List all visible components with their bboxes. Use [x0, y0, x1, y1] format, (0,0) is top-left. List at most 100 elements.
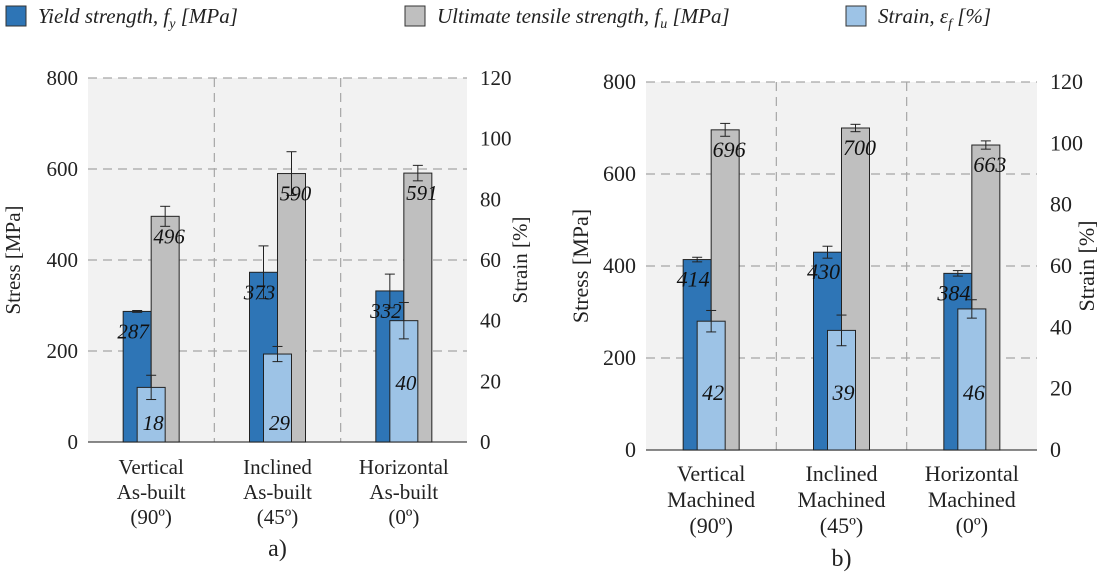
y2-tick-label: 0 — [1050, 437, 1061, 462]
uts-data-label: 696 — [713, 137, 746, 162]
yield-data-label: 384 — [936, 280, 970, 305]
legend-item-0: Yield strength, fy [MPa] — [5, 4, 238, 32]
error-bar — [822, 245, 833, 259]
y-axis-label: Stress [MPa] — [568, 209, 593, 323]
legend-item-1: Ultimate tensile strength, fu [MPa] — [404, 4, 730, 32]
strain-data-label: 46 — [963, 380, 985, 405]
category-label-line: (0º) — [956, 513, 988, 538]
y2-tick-label: 40 — [1050, 314, 1072, 339]
category-label-line: Horizontal — [359, 455, 449, 479]
y-tick-label: 400 — [47, 248, 79, 272]
category-label-line: Vertical — [119, 455, 184, 479]
error-bar — [160, 205, 171, 227]
category-label-line: Machined — [798, 487, 886, 512]
category-label-line: Horizontal — [925, 461, 1019, 486]
y-tick-label: 200 — [603, 345, 636, 370]
strain-bar — [263, 353, 292, 443]
category-label-line: (90º) — [130, 505, 172, 529]
y-tick-label: 600 — [47, 157, 79, 181]
strain-data-label: 29 — [269, 411, 291, 435]
legend-label: Ultimate tensile strength, fu [MPa] — [437, 4, 730, 32]
category-label-line: As-built — [117, 480, 186, 504]
y-tick-label: 0 — [625, 437, 636, 462]
yield-data-label: 332 — [369, 299, 402, 323]
y-tick-label: 200 — [47, 339, 79, 363]
error-bar — [720, 122, 731, 137]
legend: Yield strength, fy [MPa] Ultimate tensile… — [5, 4, 991, 32]
strain-bar — [957, 308, 987, 451]
uts-data-label: 663 — [973, 152, 1006, 177]
y2-axis-label: Strain [%] — [1074, 220, 1099, 311]
category-label-line: (0º) — [388, 505, 419, 529]
error-bar — [272, 345, 283, 363]
strain-data-label: 40 — [395, 371, 417, 395]
error-bar — [398, 301, 409, 340]
y2-axis-label: Strain [%] — [508, 217, 532, 304]
uts-data-label: 591 — [406, 181, 438, 205]
category-label-line: Inclined — [805, 461, 877, 486]
error-bar — [146, 374, 157, 401]
legend-item-2: Strain, εf [%] — [845, 4, 991, 32]
y2-tick-label: 40 — [480, 309, 501, 333]
chart-b: 0 200 400 600 800 0 20 40 60 80 100 120 Stress [MPa]… — [568, 69, 1099, 572]
error-bar — [412, 164, 423, 182]
error-bar — [692, 256, 703, 263]
y-tick-label: 800 — [47, 66, 79, 90]
chart-a: 0 200 400 600 800 0 20 40 60 80 100 120 Stress [MPa]… — [1, 66, 532, 562]
y2-tick-label: 20 — [1050, 376, 1072, 401]
error-bar — [980, 140, 991, 150]
y-tick-label: 0 — [68, 430, 79, 454]
category-label-line: Vertical — [677, 461, 745, 486]
y2-tick-label: 80 — [480, 187, 501, 211]
strain-bar — [696, 320, 726, 451]
yield-data-label: 373 — [243, 280, 276, 304]
y-tick-label: 800 — [603, 69, 636, 94]
strain-data-label: 18 — [143, 411, 165, 435]
category-label-line: (45º) — [257, 505, 299, 529]
y2-tick-label: 100 — [480, 127, 512, 151]
category-label-line: Machined — [928, 487, 1016, 512]
category-label-line: As-built — [243, 480, 312, 504]
yield-data-label: 414 — [677, 267, 710, 292]
error-bar — [286, 151, 297, 196]
legend-swatch — [5, 5, 27, 27]
error-bar — [706, 309, 717, 333]
legend-swatch — [845, 5, 867, 27]
uts-data-label: 496 — [153, 224, 185, 248]
category-label-line: (90º) — [689, 513, 732, 538]
strain-data-label: 42 — [702, 380, 724, 405]
category-label-line: As-built — [369, 480, 438, 504]
y-tick-label: 600 — [603, 161, 636, 186]
category-label-line: Machined — [667, 487, 755, 512]
error-bar — [952, 270, 963, 277]
yield-data-label: 430 — [807, 259, 840, 284]
legend-swatch — [404, 5, 426, 27]
error-bar — [850, 123, 861, 133]
subfigure-label: a) — [268, 536, 287, 562]
y-axis-label: Stress [MPa] — [1, 205, 25, 314]
y2-tick-label: 80 — [1050, 192, 1072, 217]
legend-label: Strain, εf [%] — [878, 4, 991, 32]
category-label-line: Inclined — [243, 455, 312, 479]
y2-tick-label: 100 — [1050, 130, 1083, 155]
y2-tick-label: 60 — [480, 248, 501, 272]
error-bar — [966, 299, 977, 319]
category-label-line: (45º) — [820, 513, 863, 538]
uts-data-label: 590 — [280, 182, 312, 206]
error-bar — [384, 273, 395, 309]
legend-label: Yield strength, fy [MPa] — [38, 4, 238, 32]
y2-tick-label: 20 — [480, 369, 501, 393]
y2-tick-label: 60 — [1050, 253, 1072, 278]
y-tick-label: 400 — [603, 253, 636, 278]
uts-data-label: 700 — [843, 135, 876, 160]
error-bar — [258, 245, 269, 300]
y2-tick-label: 120 — [1050, 69, 1083, 94]
yield-data-label: 287 — [117, 319, 150, 343]
error-bar — [836, 314, 847, 347]
